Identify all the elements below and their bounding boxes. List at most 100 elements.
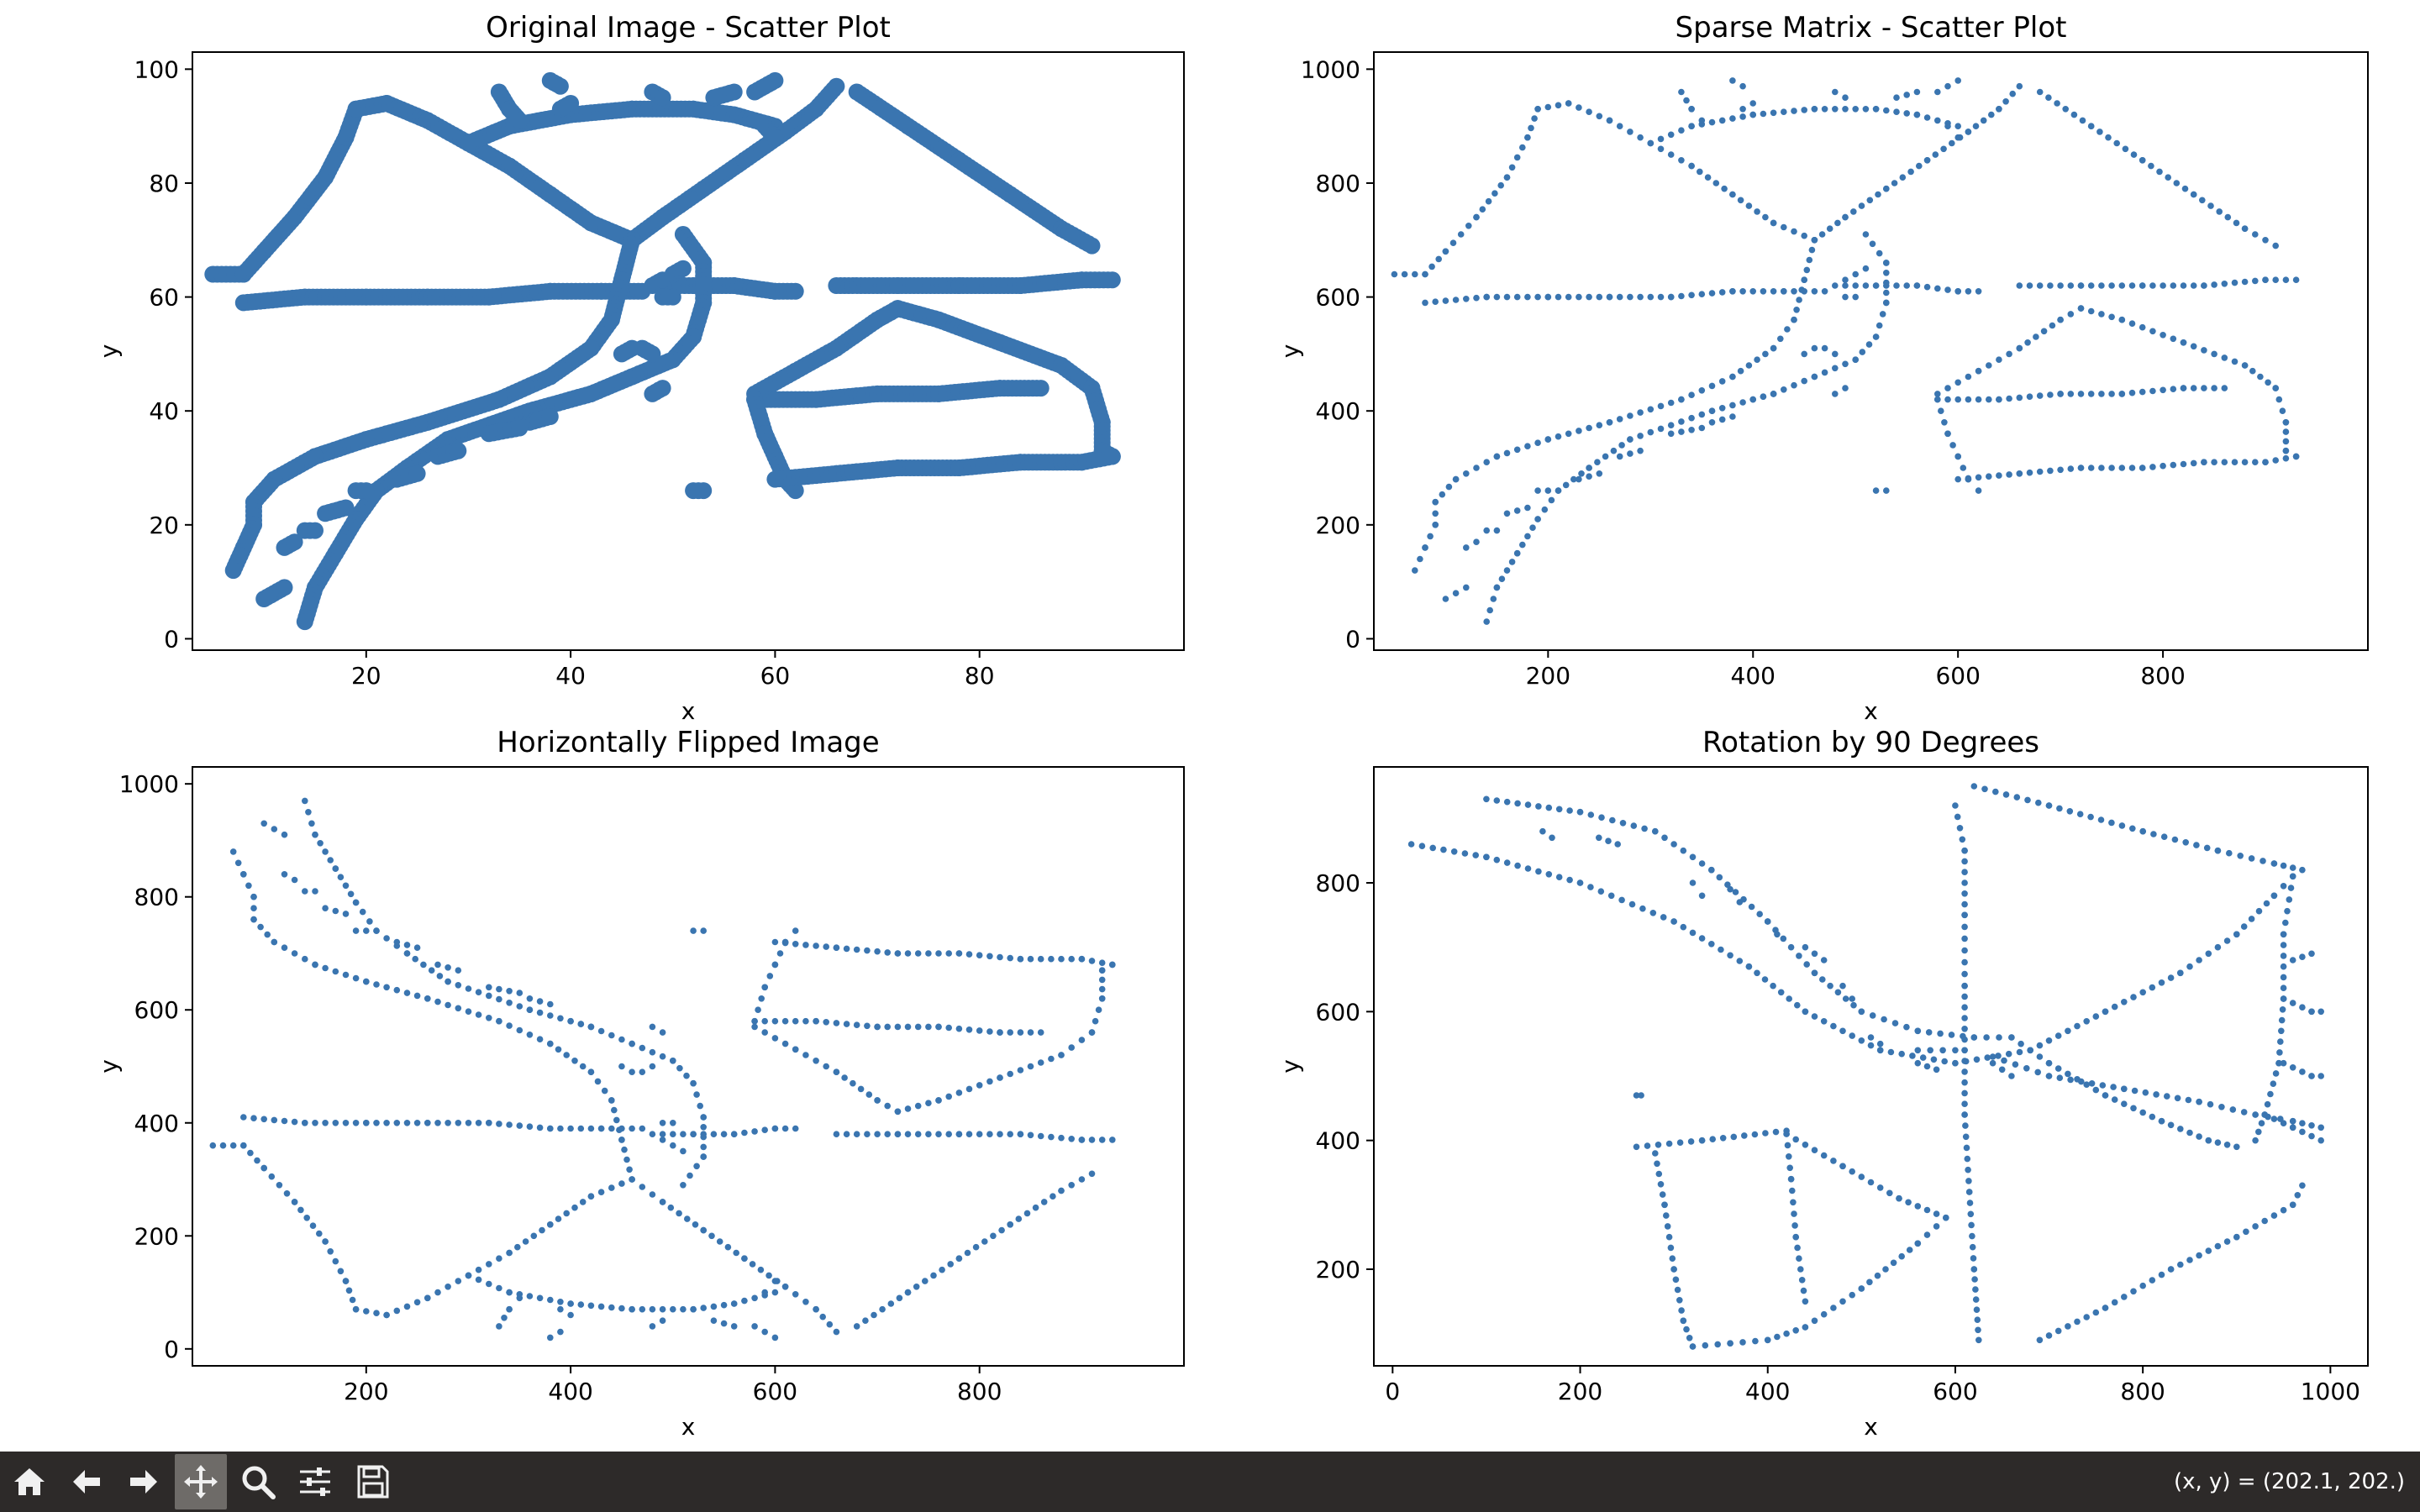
data-point: [1602, 453, 1609, 460]
data-point: [813, 1017, 819, 1025]
data-point: [1975, 396, 1982, 403]
data-point: [2149, 387, 2156, 395]
configure-button[interactable]: [289, 1454, 341, 1509]
data-point: [2262, 276, 2269, 284]
pan-button[interactable]: [175, 1454, 227, 1509]
data-point: [579, 1199, 587, 1205]
back-button[interactable]: [60, 1454, 113, 1509]
data-point: [424, 1294, 431, 1302]
data-point: [506, 1000, 513, 1006]
data-point: [904, 950, 912, 957]
data-point: [1762, 213, 1769, 221]
data-point: [1078, 1137, 1086, 1143]
data-point: [710, 1317, 718, 1324]
data-point: [1867, 1042, 1875, 1049]
data-point: [1832, 350, 1839, 358]
data-point: [2207, 202, 2214, 209]
data-point: [1791, 381, 1797, 389]
home-button[interactable]: [3, 1454, 55, 1509]
data-point: [264, 931, 271, 938]
data-point: [935, 1097, 942, 1104]
data-point: [2142, 1089, 2149, 1096]
data-point: [2277, 1038, 2284, 1045]
data-point: [1867, 1179, 1875, 1186]
data-point: [2149, 464, 2156, 470]
x-tick-label: 200: [344, 1378, 388, 1405]
data-point: [792, 1046, 799, 1053]
data-point: [2056, 805, 2063, 812]
data-point: [327, 857, 334, 864]
data-point: [1078, 1176, 1086, 1183]
data-point: [1944, 385, 1951, 391]
data-point: [1689, 929, 1697, 937]
data-point: [1792, 1233, 1799, 1241]
data-point: [766, 71, 784, 89]
x-tick-label: 60: [760, 662, 791, 690]
data-point: [2201, 385, 2207, 391]
data-point: [240, 1114, 247, 1121]
data-point: [2149, 282, 2156, 289]
data-point: [1688, 123, 1695, 129]
zoom-button[interactable]: [232, 1454, 284, 1509]
data-point: [2047, 391, 2054, 398]
data-point: [1027, 955, 1034, 963]
data-point: [307, 522, 324, 539]
data-point: [1794, 1244, 1801, 1252]
data-point: [582, 385, 600, 402]
data-point: [2282, 438, 2290, 445]
data-point: [2190, 459, 2197, 467]
data-point: [1719, 1135, 1727, 1142]
data-point: [2289, 1124, 2296, 1131]
data-point: [2261, 1217, 2268, 1225]
data-point: [1966, 1200, 1974, 1206]
data-point: [455, 1278, 462, 1284]
data-point: [1432, 498, 1439, 506]
data-point: [1893, 94, 1900, 101]
data-point: [1944, 430, 1951, 438]
data-point: [939, 1266, 945, 1273]
data-point: [1680, 923, 1687, 931]
data-point: [1068, 955, 1075, 963]
x-tick-label: 800: [2140, 662, 2185, 690]
data-point: [2139, 989, 2146, 996]
data-point: [1418, 843, 1426, 849]
data-point: [2260, 858, 2266, 864]
data-point: [2008, 1073, 2015, 1079]
data-point: [1802, 1324, 1809, 1331]
data-point: [322, 1120, 329, 1126]
data-point: [557, 1328, 564, 1336]
data-point: [1508, 559, 1516, 565]
data-point: [2214, 943, 2222, 951]
data-point: [608, 1125, 615, 1132]
data-point: [1834, 219, 1841, 227]
data-point: [1949, 442, 1956, 449]
data-point: [618, 1137, 625, 1143]
data-point: [332, 1257, 339, 1265]
data-point: [2016, 394, 2023, 402]
data-point: [853, 946, 860, 953]
data-point: [2024, 796, 2031, 804]
data-point: [2035, 799, 2042, 806]
data-point: [751, 1323, 758, 1330]
data-point: [1465, 223, 1472, 229]
x-tick-label: 20: [351, 662, 381, 690]
data-point: [1639, 905, 1646, 912]
data-point: [1954, 453, 1961, 460]
data-point: [2057, 282, 2064, 289]
forward-button[interactable]: [118, 1454, 170, 1509]
data-point: [629, 1305, 635, 1313]
data-point: [1972, 1286, 1979, 1293]
data-point: [1903, 92, 1910, 98]
data-point: [1688, 391, 1695, 399]
data-point: [1672, 1276, 1680, 1284]
data-point: [1961, 1058, 1968, 1064]
axes-frame: [1373, 51, 2369, 651]
data-point: [250, 905, 257, 911]
data-point: [2221, 354, 2228, 361]
data-point: [2079, 117, 2086, 124]
data-point: [1676, 1139, 1684, 1146]
data-point: [403, 942, 411, 948]
data-point: [2177, 1261, 2184, 1268]
data-point: [904, 1105, 912, 1112]
save-button[interactable]: [346, 1454, 398, 1509]
